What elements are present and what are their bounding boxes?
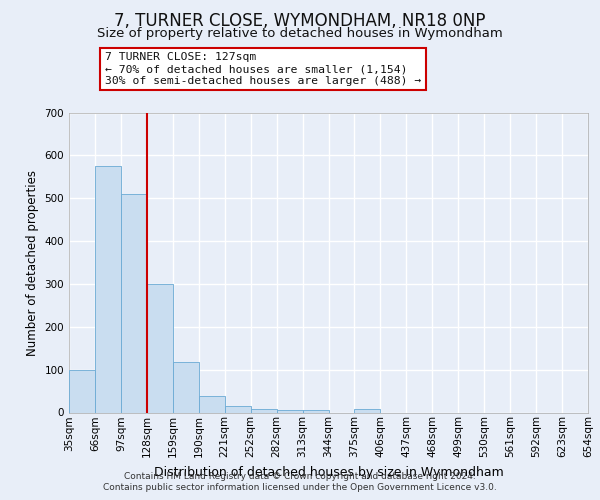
Bar <box>147 284 173 412</box>
Bar <box>225 406 251 412</box>
Text: 7 TURNER CLOSE: 127sqm
← 70% of detached houses are smaller (1,154)
30% of semi-: 7 TURNER CLOSE: 127sqm ← 70% of detached… <box>105 52 421 86</box>
Bar <box>69 370 95 412</box>
X-axis label: Distribution of detached houses by size in Wymondham: Distribution of detached houses by size … <box>154 466 503 478</box>
Bar <box>277 410 302 412</box>
Text: 7, TURNER CLOSE, WYMONDHAM, NR18 0NP: 7, TURNER CLOSE, WYMONDHAM, NR18 0NP <box>114 12 486 30</box>
Bar <box>355 409 380 412</box>
Bar <box>251 409 277 412</box>
Bar <box>121 194 147 412</box>
Y-axis label: Number of detached properties: Number of detached properties <box>26 170 39 356</box>
Text: Size of property relative to detached houses in Wymondham: Size of property relative to detached ho… <box>97 28 503 40</box>
Bar <box>199 396 224 412</box>
Bar <box>95 166 121 412</box>
Text: Contains public sector information licensed under the Open Government Licence v3: Contains public sector information licen… <box>103 484 497 492</box>
Bar <box>302 410 329 412</box>
Text: Contains HM Land Registry data © Crown copyright and database right 2024.: Contains HM Land Registry data © Crown c… <box>124 472 476 481</box>
Bar <box>173 362 199 412</box>
